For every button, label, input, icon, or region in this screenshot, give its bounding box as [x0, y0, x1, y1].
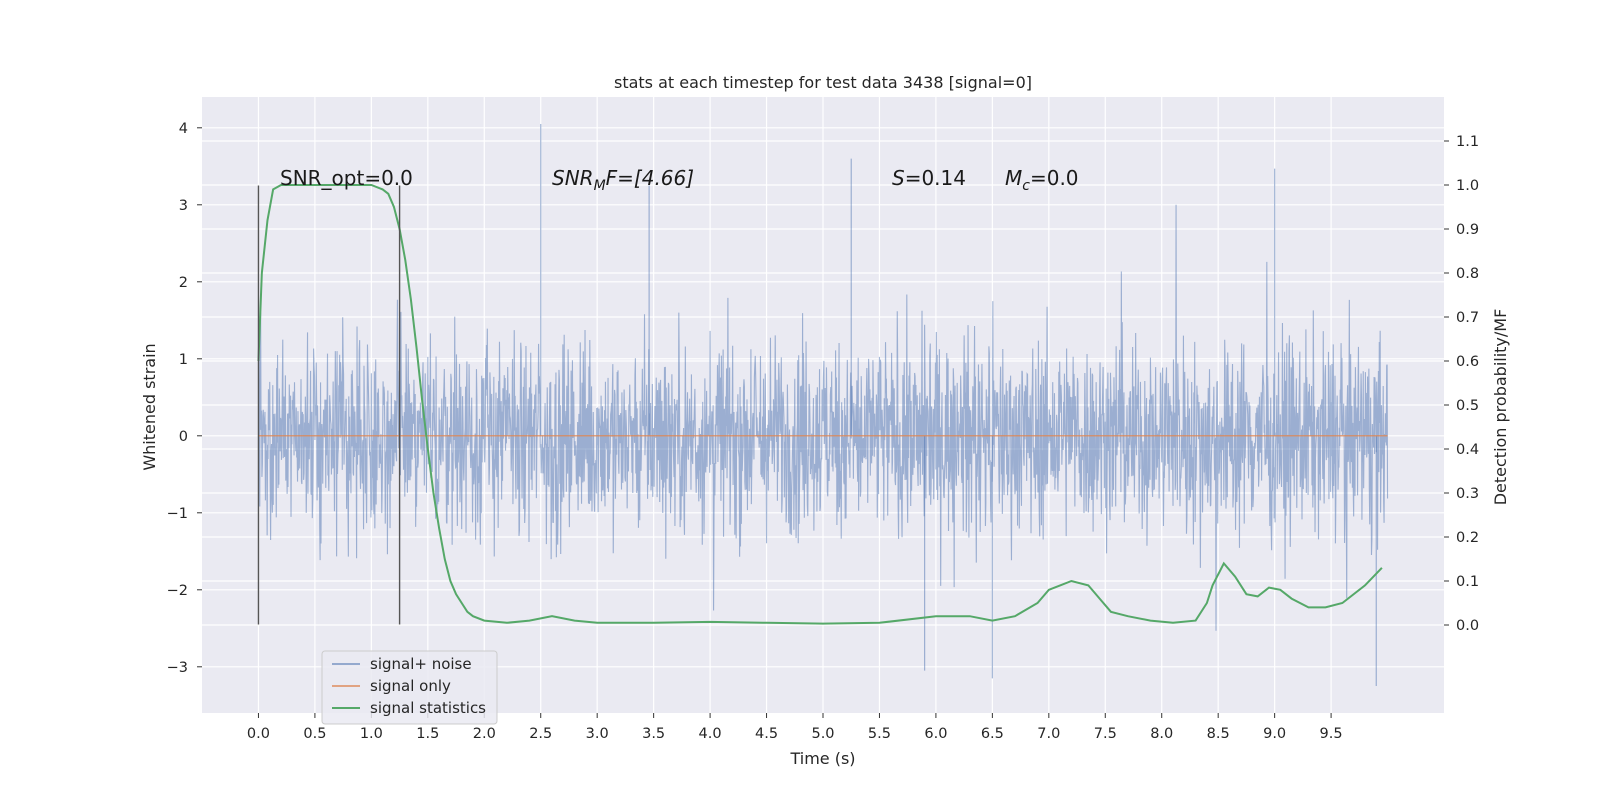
- vertical-markers: [257, 185, 401, 625]
- y-axis-right-label: Detection probability/MF: [1491, 309, 1510, 506]
- x-tick-label: 0.5: [303, 726, 326, 742]
- legend-label-signal-noise: signal+ noise: [370, 655, 472, 673]
- y-axis-left: 4 3 2 1 0 −1 −2 −3: [167, 121, 202, 676]
- x-tick-label: 9.0: [1263, 726, 1286, 742]
- chart-title: stats at each timestep for test data 343…: [614, 73, 1032, 92]
- annotation-snr-mf-base: SNR: [552, 166, 594, 190]
- y-right-tick-label: 0.2: [1456, 530, 1479, 546]
- legend-label-signal-statistics: signal statistics: [370, 699, 486, 717]
- annotation-mc-sub: c: [1022, 178, 1030, 194]
- x-tick-label: 8.5: [1207, 726, 1230, 742]
- y-axis-left-label: Whitened strain: [140, 343, 159, 470]
- x-tick-label: 4.5: [755, 726, 778, 742]
- x-tick-label: 7.5: [1094, 726, 1117, 742]
- x-tick-label: 5.0: [811, 726, 834, 742]
- x-tick-label: 6.0: [924, 726, 947, 742]
- annotation-mc-rest: =0.0: [1030, 166, 1079, 190]
- y-right-tick-label: 0.5: [1456, 398, 1479, 414]
- annotation-mc-base: M: [1005, 166, 1022, 190]
- y-axis-right: 1.1 1.0 0.9 0.8 0.7 0.6 0.5 0.4 0.3 0.2 0.1 0.0: [1444, 134, 1479, 634]
- y-right-tick-label: 0.4: [1456, 442, 1479, 458]
- x-axis-label: Time (s): [789, 749, 855, 768]
- annotation-s-rest: =0.14: [905, 166, 966, 190]
- x-tick-label: 3.5: [642, 726, 665, 742]
- y-left-tick-label: −3: [167, 660, 188, 676]
- y-left-tick-label: 0: [179, 429, 188, 445]
- series-signal-statistics: [257, 184, 1383, 625]
- y-right-tick-label: 0.9: [1456, 222, 1479, 238]
- x-tick-label: 4.0: [699, 726, 722, 742]
- x-tick-label: 5.5: [868, 726, 891, 742]
- x-tick-label: 9.5: [1320, 726, 1343, 742]
- annotation-s: S=0.14: [892, 166, 966, 190]
- legend: signal+ noise signal only signal statist…: [321, 650, 498, 725]
- y-left-tick-label: 4: [179, 121, 188, 137]
- x-tick-label: 8.0: [1150, 726, 1173, 742]
- y-right-tick-label: 0.8: [1456, 266, 1479, 282]
- y-right-tick-label: 1.1: [1456, 134, 1479, 150]
- y-left-tick-label: −2: [167, 583, 188, 599]
- x-axis: 0.0 0.5 1.0 1.5 2.0 2.5 3.0 3.5 4.0 4.5 5.0 5.5 6.0 6…: [247, 713, 1343, 742]
- y-left-tick-label: 2: [179, 275, 188, 291]
- x-tick-label: 1.5: [416, 726, 439, 742]
- x-tick-label: 3.0: [586, 726, 609, 742]
- annotation-mc: Mc=0.0: [1005, 166, 1079, 194]
- annotation-snr-mf-sub: M: [594, 178, 606, 194]
- y-left-tick-label: 3: [179, 198, 188, 214]
- y-left-tick-label: −1: [167, 506, 188, 522]
- legend-box: [321, 650, 498, 725]
- x-tick-label: 7.0: [1037, 726, 1060, 742]
- y-left-tick-label: 1: [179, 352, 188, 368]
- annotation-snr-mf-rest: F=[4.66]: [606, 166, 694, 190]
- legend-label-signal-only: signal only: [370, 677, 451, 695]
- annotation-snr-opt: SNR_opt=0.0: [280, 166, 413, 190]
- x-tick-label: 6.5: [981, 726, 1004, 742]
- y-right-tick-label: 0.0: [1456, 618, 1479, 634]
- y-right-tick-label: 0.1: [1456, 574, 1479, 590]
- series-signal-noise: [257, 204, 1389, 631]
- annotation-s-base: S: [892, 166, 905, 190]
- y-right-tick-label: 1.0: [1456, 178, 1479, 194]
- x-tick-label: 0.0: [247, 726, 270, 742]
- x-tick-label: 2.5: [529, 726, 552, 742]
- annotation-snr-mf: SNRMF=[4.66]: [552, 166, 694, 194]
- series-layer: [257, 123, 1389, 687]
- y-right-tick-label: 0.3: [1456, 486, 1479, 502]
- x-tick-label: 1.0: [360, 726, 383, 742]
- y-right-tick-label: 0.7: [1456, 310, 1479, 326]
- y-right-tick-label: 0.6: [1456, 354, 1479, 370]
- x-tick-label: 2.0: [473, 726, 496, 742]
